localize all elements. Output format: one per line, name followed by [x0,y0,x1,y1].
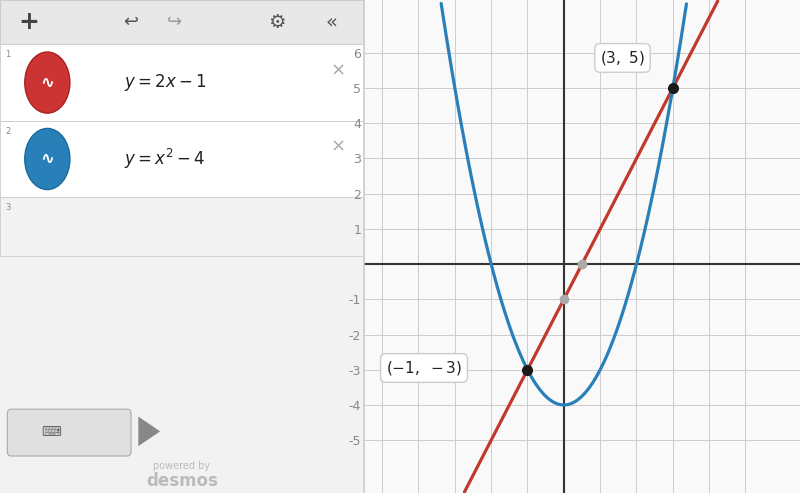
Circle shape [25,129,70,189]
Text: $(-1,\ -3)$: $(-1,\ -3)$ [386,359,462,377]
Text: ⌨: ⌨ [41,425,61,439]
Polygon shape [138,417,160,446]
Text: desmos: desmos [146,472,218,490]
Text: 2: 2 [6,127,10,136]
Text: ⚙: ⚙ [268,13,286,32]
Text: $y = 2x - 1$: $y = 2x - 1$ [124,72,206,93]
Text: ∿: ∿ [40,150,54,168]
Circle shape [25,52,70,113]
Text: 3: 3 [6,203,11,212]
Text: powered by: powered by [154,461,210,471]
Text: ∿: ∿ [40,73,54,92]
Text: +: + [18,10,39,34]
Text: $y = x^2 - 4$: $y = x^2 - 4$ [124,147,205,171]
Bar [0,44,364,121]
Text: ×: × [331,138,346,156]
Bar [0,0,364,44]
Bar [0,197,364,256]
Text: $(3,\ 5)$: $(3,\ 5)$ [600,49,645,67]
Text: 1: 1 [6,50,10,59]
Text: ↪: ↪ [167,13,182,31]
FancyBboxPatch shape [7,409,131,456]
Bar [0,121,364,197]
Text: ×: × [331,62,346,80]
Text: «: « [326,13,338,32]
Text: ↩: ↩ [123,13,138,31]
